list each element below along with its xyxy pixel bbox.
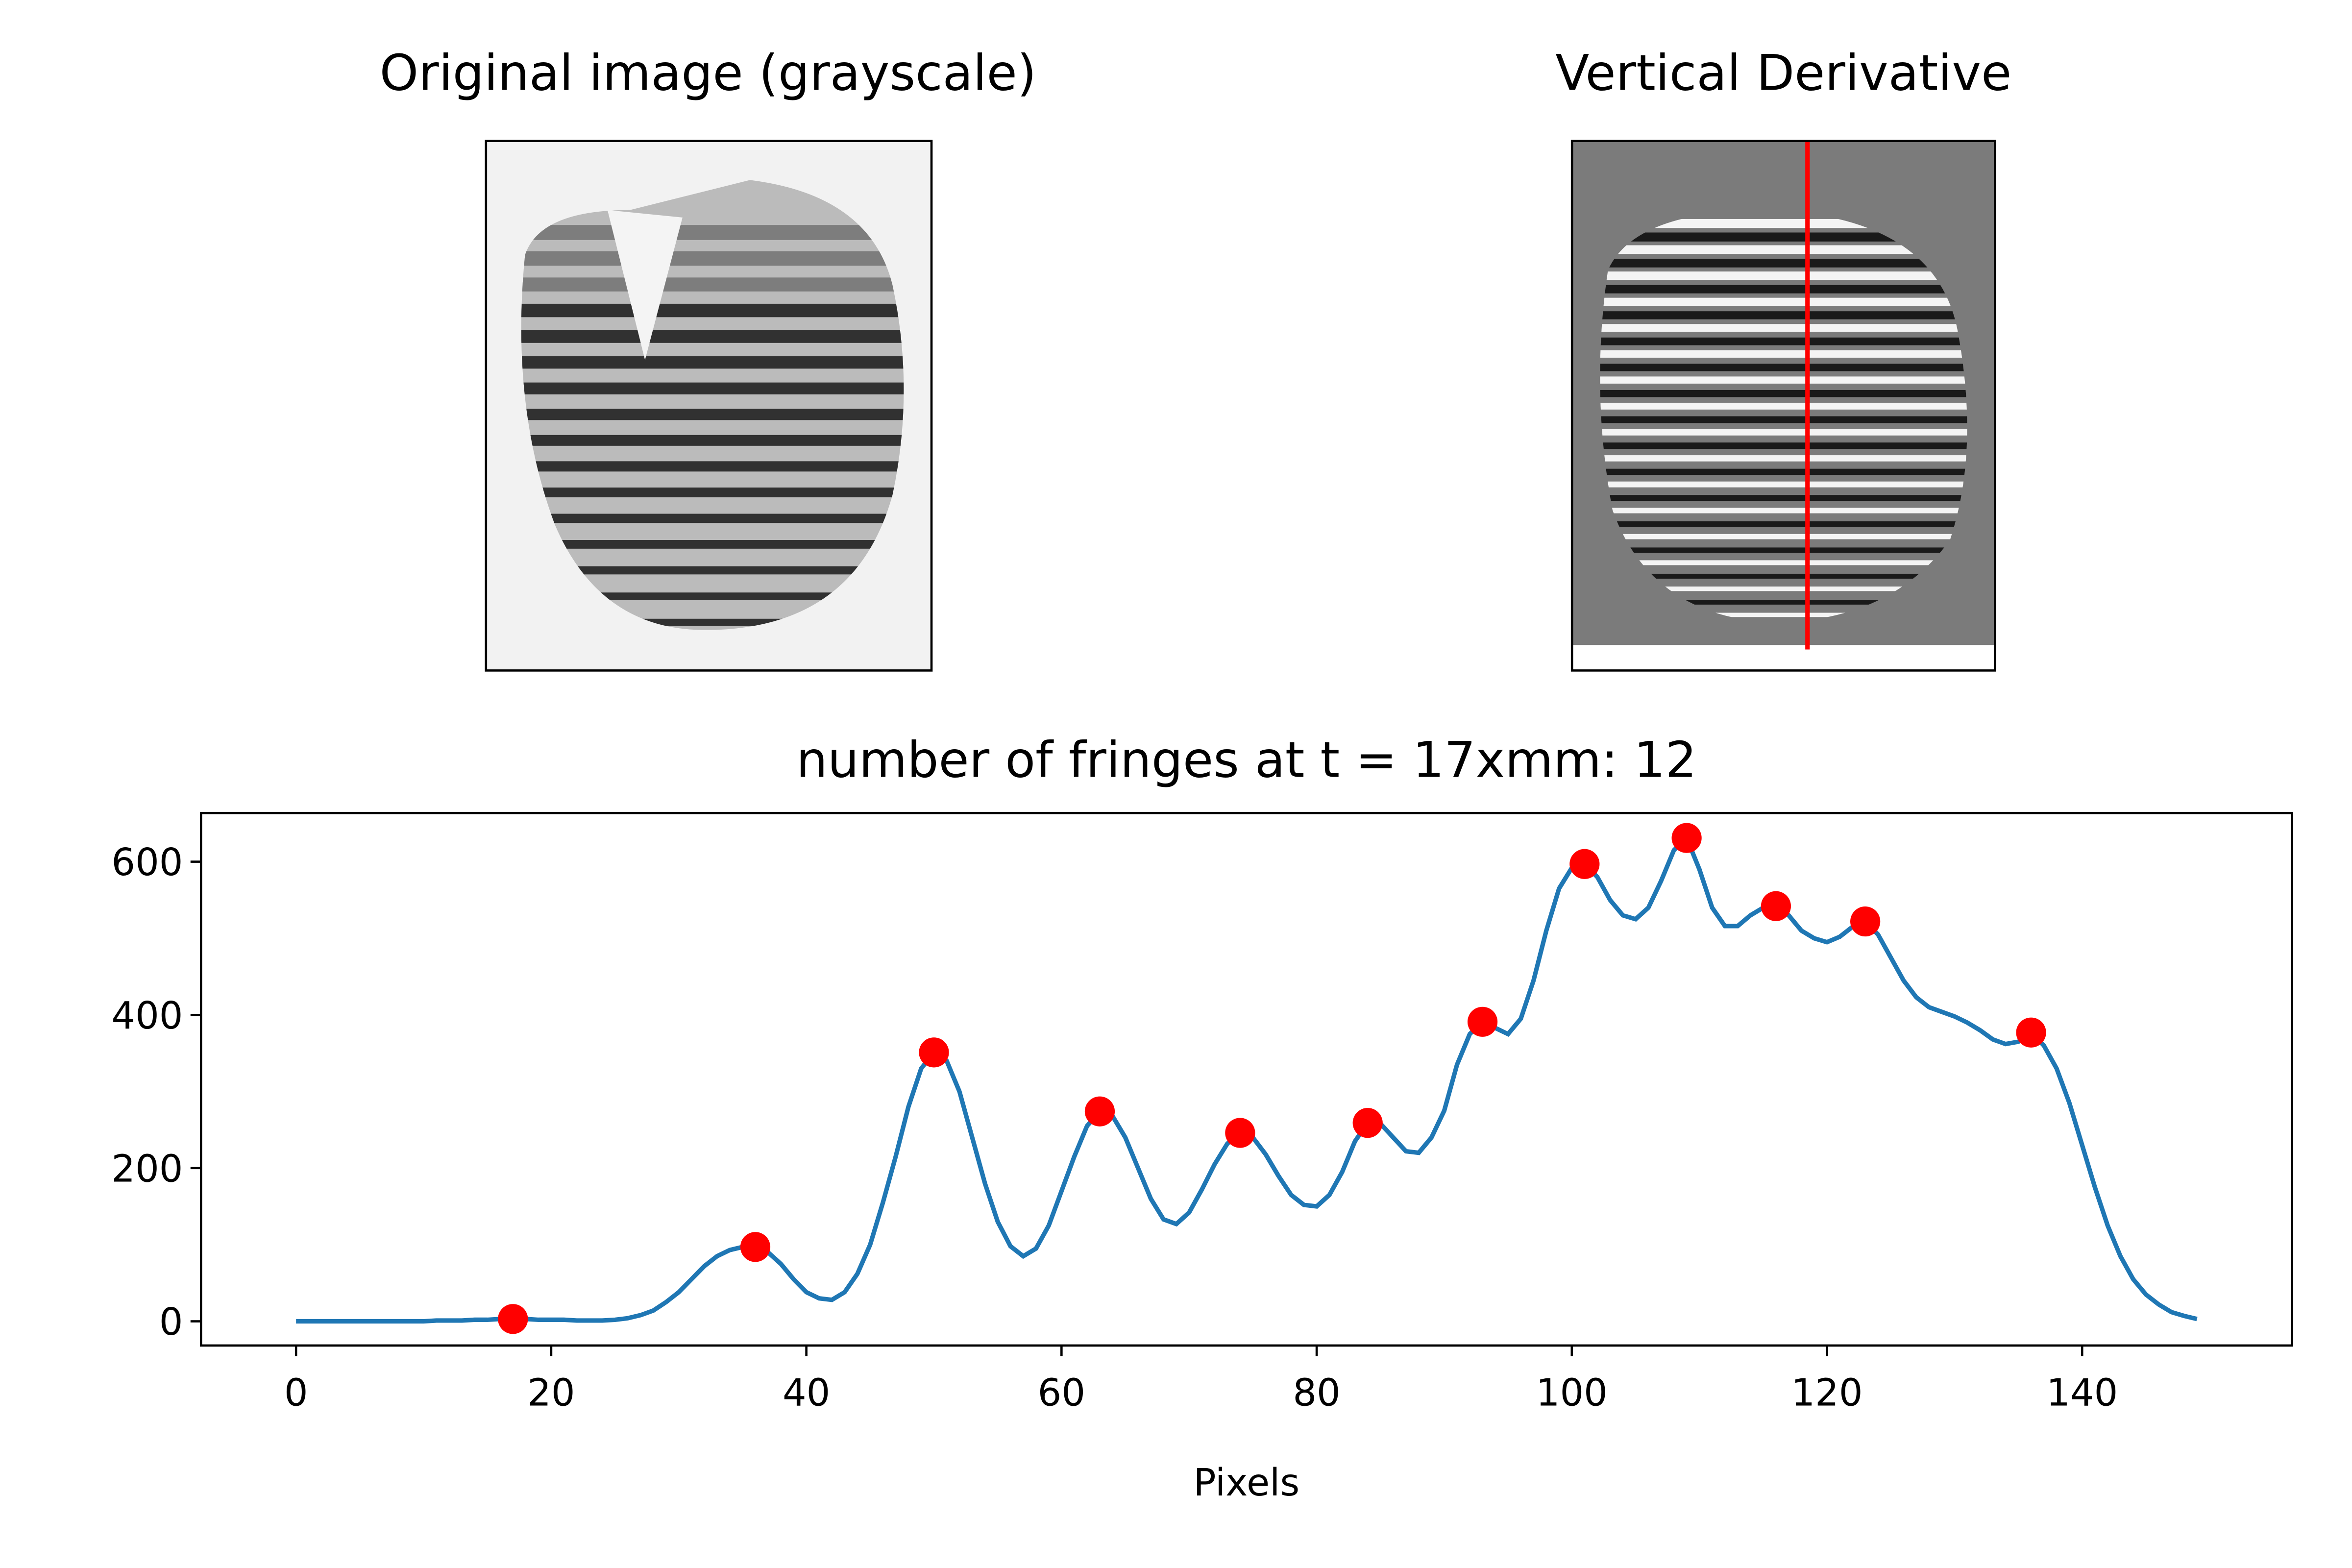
plot: 0 20 40 60 80 100 120 140 0 200 400 600 (111, 823, 2198, 1415)
image-notch (607, 210, 683, 360)
fringe (521, 566, 904, 575)
fringe (1600, 364, 1967, 371)
fringe (1600, 547, 1967, 553)
fringe (521, 461, 904, 472)
image-frame (485, 140, 933, 672)
fringe (521, 435, 904, 446)
peak-marker (740, 1232, 771, 1262)
fringe (1600, 271, 1967, 280)
y-tick-label: 0 (159, 1300, 183, 1344)
fringe (1600, 600, 1967, 605)
fringe (521, 487, 904, 497)
y-tick-label: 200 (111, 1147, 183, 1191)
peak-marker (1569, 849, 1600, 879)
fringe (521, 540, 904, 549)
fringe (1600, 534, 1967, 539)
x-tick-label: 100 (1536, 1371, 1608, 1415)
fringe (1600, 245, 1967, 254)
peak-marker (1084, 1096, 1115, 1127)
image-frame (1570, 140, 1996, 672)
fringe (1600, 573, 1967, 579)
fringe (521, 277, 904, 292)
fringe (1600, 232, 1967, 242)
peak-marker (1850, 906, 1881, 937)
peak-marker (919, 1037, 949, 1068)
fringe (1600, 376, 1967, 384)
fringe (1600, 350, 1967, 358)
y-tick-label: 400 (111, 994, 183, 1038)
fringe (1600, 442, 1967, 449)
fringe (1600, 311, 1967, 319)
image-title: Original image (grayscale) (380, 44, 1037, 102)
fringe (521, 592, 904, 600)
fringe (1600, 481, 1967, 488)
axes-frame (199, 811, 2293, 1347)
fringe (521, 382, 904, 394)
x-tick-label: 20 (527, 1371, 575, 1415)
fringe (1600, 297, 1967, 306)
fringe (1600, 390, 1967, 397)
x-tick-label: 0 (284, 1371, 308, 1415)
fringe (1600, 508, 1967, 514)
fringe (521, 225, 904, 240)
peak-marker (1225, 1118, 1255, 1148)
image-title: Vertical Derivative (1555, 44, 2011, 102)
peak-marker (2016, 1017, 2046, 1048)
fringe (1600, 495, 1967, 501)
image-content (521, 180, 904, 630)
data-line (296, 834, 2198, 1324)
fringe (1600, 324, 1967, 332)
peak-marker (498, 1304, 528, 1334)
chart-title: number of fringes at t = 17xmm: 12 (796, 731, 1697, 789)
y-tick-label: 600 (111, 841, 183, 884)
fringe (1600, 468, 1967, 475)
x-tick-label: 120 (1791, 1371, 1863, 1415)
peak-marker (1761, 891, 1791, 921)
fringe (521, 330, 904, 343)
peak-marker (1467, 1006, 1498, 1037)
fringe (1600, 337, 1967, 345)
x-tick-label: 60 (1038, 1371, 1085, 1415)
image-content (1600, 219, 1967, 617)
x-tick-label: 80 (1293, 1371, 1340, 1415)
peak-marker (1352, 1108, 1383, 1138)
x-tick-label: 140 (2046, 1371, 2118, 1415)
fringe (521, 251, 904, 266)
fringe (1600, 560, 1967, 565)
fringe (1600, 429, 1967, 436)
fringe (1600, 402, 1967, 410)
x-tick-label: 40 (783, 1371, 830, 1415)
x-axis-label: Pixels (1193, 1461, 1299, 1505)
fringe (521, 303, 904, 318)
fringe (1600, 586, 1967, 591)
fringe (521, 409, 904, 420)
fringe (521, 356, 904, 369)
fringe (1600, 612, 1967, 617)
fringe (521, 514, 904, 523)
peak-marker (1671, 823, 1702, 853)
fringe (1600, 455, 1967, 462)
fringe (1600, 285, 1967, 294)
fringe (1600, 521, 1967, 527)
fringe (1600, 259, 1967, 268)
fringe (1600, 416, 1967, 423)
